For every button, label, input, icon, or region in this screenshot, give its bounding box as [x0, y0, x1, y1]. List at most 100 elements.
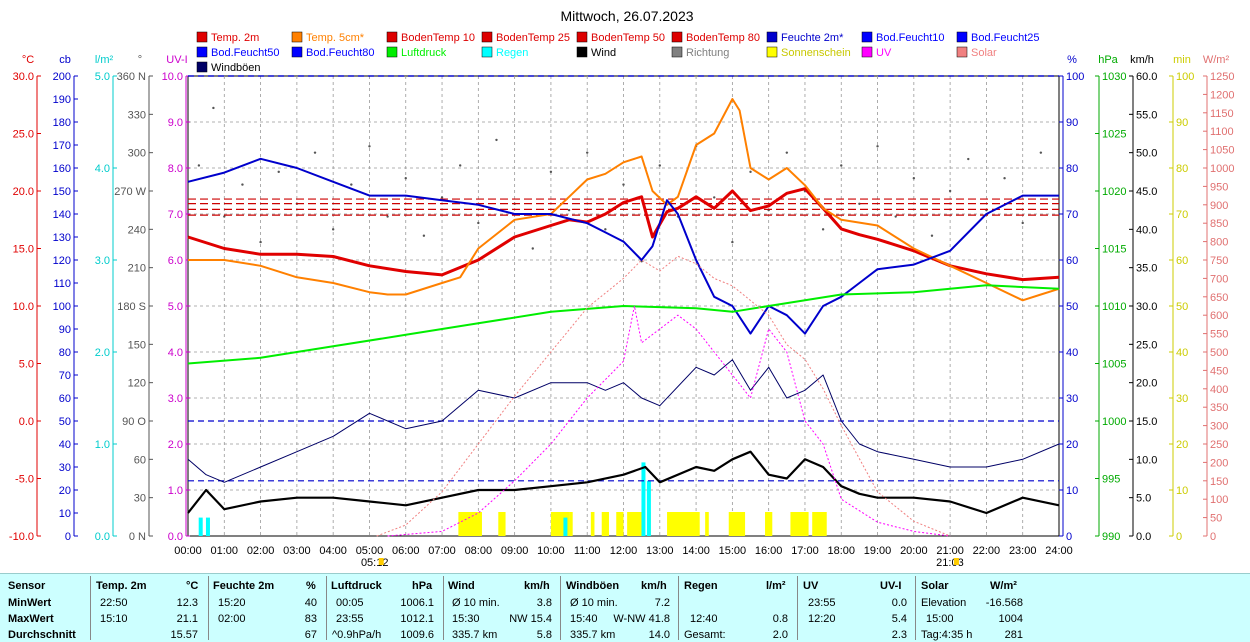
stats-header-gust-unit: km/h	[641, 580, 667, 592]
legend-swatch-feuchte-2m	[766, 31, 778, 43]
x-tick-label: 12:00	[610, 545, 638, 557]
chart-title: Mittwoch, 26.07.2023	[560, 8, 693, 24]
axis-unit-min: min	[1173, 54, 1191, 66]
axis-tick-deg: 0	[1066, 531, 1072, 543]
stats-header-temp-unit: °C	[186, 580, 199, 592]
axis-tick-cb: 180	[53, 117, 71, 129]
stats-header-solar-unit: W/m²	[990, 580, 1017, 592]
axis-tick-uv-i: 9.0	[168, 117, 183, 129]
chart-marks	[187, 75, 1060, 537]
sunrise-marker	[378, 558, 384, 565]
direction-point	[821, 228, 825, 231]
direction-point	[277, 170, 280, 174]
legend-label-regen: Regen	[496, 47, 528, 59]
axis-tick-uv-i: 1.0	[168, 485, 183, 497]
legend-label-feuchte-2m: Feuchte 2m*	[781, 32, 844, 44]
axis-tick-c: 15.0	[13, 244, 34, 256]
sunset-marker	[953, 558, 959, 565]
axis-tick-deg: 80	[1066, 163, 1078, 175]
axis-tick-hpa: 1005	[1102, 359, 1126, 371]
sunshine-bar	[765, 512, 773, 536]
axis-tick-w-m: 950	[1210, 181, 1228, 193]
direction-point	[458, 164, 462, 167]
axis-tick-deg: 330	[128, 109, 146, 121]
sunshine-bar	[705, 512, 709, 536]
axis-tick-c: -10.0	[9, 531, 34, 543]
axis-tick-deg: 150	[128, 339, 146, 351]
axis-tick-uv-i: 10.0	[162, 71, 183, 83]
legend-swatch-sonnenschein	[766, 46, 778, 58]
axis-tick-deg: 0 N	[129, 531, 146, 543]
stats-solar-elevation-label: Elevation	[921, 597, 967, 609]
legend-label-uv: UV	[876, 47, 892, 59]
axis-tick-km-h: 0.0	[1136, 531, 1151, 543]
axis-tick-min: 80	[1176, 163, 1188, 175]
x-tick-label: 09:00	[501, 545, 529, 557]
axis-tick-w-m: 200	[1210, 457, 1228, 469]
series-line-temp-2m	[187, 187, 1060, 282]
axis-tick-w-m: 150	[1210, 476, 1228, 488]
direction-point	[785, 151, 789, 154]
axis-tick-deg: 90	[1066, 117, 1078, 129]
stats-temp-min-value: 12.3	[176, 597, 198, 609]
axis-tick-deg: 10	[1066, 485, 1078, 497]
x-tick-label: 20:00	[900, 545, 928, 557]
direction-point	[586, 151, 589, 154]
stats-solar-avg-value: 281	[1004, 629, 1023, 641]
stats-temp-avg-value: 15.57	[170, 629, 198, 641]
axis-tick-w-m: 250	[1210, 439, 1228, 451]
axis-tick-cb: 190	[53, 94, 71, 106]
axis-tick-cb: 160	[53, 163, 71, 175]
x-tick-label: 07:00	[428, 545, 456, 557]
stats-press-min-time: 00:05	[336, 597, 364, 609]
sunshine-bar	[667, 512, 700, 536]
rain-bar	[198, 517, 203, 536]
axis-tick-cb: 130	[53, 232, 71, 244]
axis-tick-min: 40	[1176, 347, 1188, 359]
x-tick-label: 01:00	[211, 545, 239, 557]
direction-point	[241, 183, 244, 186]
axis-tick-deg: 360 N	[117, 71, 146, 83]
axis-tick-cb: 70	[59, 370, 71, 382]
axis-tick-km-h: 35.0	[1136, 263, 1157, 275]
stats-hum-min-value: 40	[304, 597, 317, 609]
direction-point	[876, 145, 879, 148]
x-tick-label: 18:00	[827, 545, 855, 557]
axis-tick-km-h: 40.0	[1136, 224, 1157, 236]
axes: °C 30.0 25.0 20.0 15.0 10.0 5.0 0.0 -5.0 -10.0 cb 2…	[9, 54, 1235, 543]
axis-tick-w-m: 500	[1210, 347, 1228, 359]
axis-tick-cb: 140	[53, 209, 71, 221]
legend-swatch-bod-feucht50	[196, 46, 208, 58]
x-axis: 00:00 01:00 02:00 03:00 04:00 05:00 06:00 07:00…	[174, 545, 1073, 569]
stats-header-uv-unit: UV-I	[880, 580, 902, 592]
direction-point	[350, 183, 353, 186]
x-tick-label: 19:00	[864, 545, 892, 557]
axis-tick-hpa: 995	[1102, 474, 1120, 486]
axis-tick-km-h: 20.0	[1136, 378, 1157, 390]
axis-tick-uv-i: 5.0	[168, 301, 183, 313]
rain-bar	[641, 462, 646, 536]
legend-label-wind: Wind	[591, 47, 616, 59]
stats-header-pressure-unit: hPa	[412, 580, 433, 592]
direction-point	[531, 247, 534, 250]
axis-tick-w-m: 100	[1210, 494, 1228, 506]
axis-tick-l-m: 4.0	[95, 163, 110, 175]
legend-label-temp-2m: Temp. 2m	[211, 32, 259, 44]
stats-wind-avg-value: 5.8	[536, 629, 552, 641]
series-line-feuchte-2m	[187, 157, 1059, 335]
x-tick-label: 16:00	[755, 545, 783, 557]
axis-tick-c: 5.0	[19, 359, 34, 371]
legend-swatch-wind	[576, 46, 588, 58]
direction-point	[313, 151, 317, 154]
direction-point	[1039, 151, 1043, 154]
x-tick-label: 21:00	[936, 545, 964, 557]
legend-swatch-bodentemp-80	[671, 31, 683, 43]
stats-press-avg-value: 1009.6	[400, 629, 434, 641]
axis-unit-c: °C	[22, 54, 34, 66]
series-line-uv	[387, 305, 951, 537]
axis-tick-cb: 40	[59, 439, 71, 451]
axis-tick-w-m: 1000	[1210, 163, 1234, 175]
direction-point	[622, 183, 625, 186]
direction-point	[422, 234, 426, 237]
axis-tick-deg: 120	[128, 378, 146, 390]
